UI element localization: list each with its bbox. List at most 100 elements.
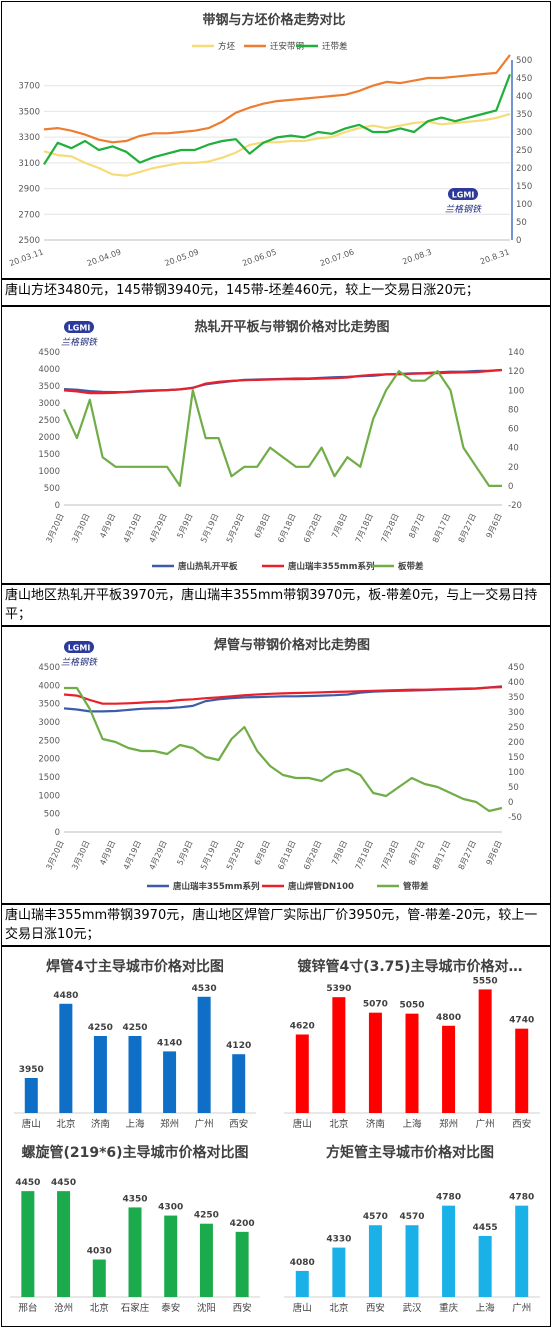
bar (442, 1205, 456, 1297)
x-tick-label: 20.06.05 (241, 247, 278, 268)
y-left-tick-label: 1000 (38, 467, 60, 477)
category-label: 沈阳 (197, 1302, 216, 1314)
bar (92, 1259, 106, 1297)
y-right-tick-label: 100 (516, 200, 532, 210)
x-tick-label: 5月9日 (175, 512, 194, 540)
category-label: 上海 (476, 1302, 496, 1314)
y-right-tick-label: 0 (516, 236, 521, 246)
chart-title: 镀锌管4寸(3.75)主导城市价格对… (297, 958, 522, 975)
chart-title: 螺旋管(219*6)主导城市价格对比图 (21, 1144, 248, 1161)
category-label: 唐山 (293, 1302, 312, 1314)
y-right-tick-label: 20 (508, 463, 519, 473)
category-label: 石家庄 (121, 1302, 150, 1314)
caption-pipe-strip: 唐山瑞丰355mm带钢3970元，唐山地区焊管厂实际出厂价3950元，管-带差-… (1, 904, 551, 946)
legend-label: 管带差 (403, 881, 429, 892)
y-right-tick-label: 120 (508, 367, 524, 377)
category-label: 西安 (512, 1118, 531, 1130)
bar-value-label: 4350 (122, 1194, 147, 1204)
y-left-tick-label: 2000 (38, 433, 60, 443)
bar-value-label: 4300 (158, 1203, 183, 1213)
bar-value-label: 4450 (15, 1178, 40, 1188)
x-tick-label: 3月20日 (44, 512, 65, 544)
x-tick-label: 4月9日 (98, 512, 117, 540)
logo-subtitle: 兰格钢铁 (445, 204, 482, 215)
category-label: 广州 (476, 1118, 495, 1130)
bar (405, 1225, 419, 1297)
category-label: 上海 (125, 1118, 145, 1130)
x-tick-label: 8月7日 (407, 512, 426, 540)
bar-value-label: 4740 (509, 1016, 534, 1026)
x-tick-label: 4月29日 (147, 512, 168, 544)
logo-badge (64, 321, 94, 333)
y-left-tick-label: 2500 (18, 236, 40, 246)
bar-value-label: 5070 (363, 1000, 388, 1010)
x-tick-label: 4月19日 (122, 512, 143, 544)
y-right-tick-label: 140 (508, 348, 524, 358)
y-left-tick-label: 4000 (38, 365, 60, 375)
logo-text: LGMI (68, 324, 91, 333)
x-tick-label: 7月8日 (330, 512, 349, 540)
category-label: 西安 (233, 1302, 252, 1314)
y-right-tick-label: 350 (508, 693, 524, 703)
x-tick-label: 7月28日 (379, 512, 400, 544)
x-tick-label: 4月29日 (147, 839, 168, 871)
bar-value-label: 4080 (290, 1258, 315, 1268)
line-chart-billet-strip: 带钢与方坯价格走势对比 2500 2700 2900 3100 3300 3500 3700 0… (8, 12, 532, 268)
legend-label: 唐山瑞丰355mm系列 (173, 881, 260, 892)
bar (332, 997, 346, 1113)
series-line (63, 686, 503, 705)
y-right-tick-label: 0 (508, 482, 513, 492)
bar-chart-galvanized-pipe: 镀锌管4寸(3.75)主导城市价格对… 4620 唐山 5390 北京 5070 济南 505… (284, 958, 540, 1130)
y-left-tick-label: 2000 (38, 755, 60, 765)
bar (515, 1205, 529, 1297)
x-tick-label: 5月19日 (199, 512, 220, 544)
y-right-tick-label: 150 (508, 753, 524, 763)
bar (368, 1012, 382, 1113)
x-tick-label: 4月9日 (98, 839, 117, 867)
y-left-tick-label: 2500 (38, 736, 60, 746)
bar-value-label: 4480 (53, 991, 78, 1001)
y-left-tick-label: 4000 (38, 681, 60, 691)
logo-text: LGMI (68, 644, 91, 653)
bar (478, 989, 492, 1113)
bar (93, 1036, 107, 1113)
legend-label: 板带差 (398, 561, 424, 572)
bar (164, 1215, 178, 1297)
category-label: 重庆 (439, 1302, 459, 1314)
x-tick-label: 3月30日 (70, 512, 91, 544)
bar (128, 1207, 142, 1297)
y-right-tick-label: 40 (508, 444, 519, 454)
line-chart-pipe-strip: 焊管与带钢价格对比走势图0500100015002000250030003500… (38, 637, 524, 892)
bar-value-label: 4620 (290, 1021, 315, 1031)
series-line (64, 686, 503, 813)
category-label: 北京 (90, 1302, 109, 1314)
series-line (43, 74, 512, 165)
y-right-tick-label: 250 (508, 723, 524, 733)
y-right-tick-label: 50 (516, 218, 527, 228)
bar-value-label: 5390 (326, 984, 351, 994)
x-tick-label: 5月19日 (199, 839, 220, 871)
bar (295, 1270, 309, 1297)
legend-label: 唐山焊管DN100 (288, 881, 354, 892)
y-right-tick-label: 150 (516, 182, 532, 192)
x-tick-label: 6月28日 (302, 839, 323, 871)
chart-title: 热轧开平板与带钢价格对比走势图 (194, 319, 389, 335)
y-left-tick-label: 0 (55, 828, 60, 838)
bar (235, 1231, 249, 1297)
category-label: 郑州 (439, 1118, 458, 1130)
chart-title: 焊管与带钢价格对比走势图 (214, 637, 370, 653)
y-left-tick-label: 2900 (18, 185, 40, 195)
chart-title: 焊管4寸主导城市价格对比图 (46, 958, 224, 975)
category-label: 泰安 (161, 1302, 180, 1314)
x-tick-label: 8月17日 (431, 839, 452, 871)
x-tick-label: 20.08.3 (401, 247, 433, 266)
category-label: 济南 (366, 1118, 385, 1130)
bar (163, 1051, 177, 1113)
bar-charts-grid: 焊管4寸主导城市价格对比图 3950 唐山 4480 北京 4250 济南 4250 上海 414… (1, 946, 551, 1327)
legend-label: 唐山热轧开平板 (178, 561, 238, 572)
chart-panel-billet-strip: 带钢与方坯价格走势对比 2500 2700 2900 3100 3300 3500 3700 0… (1, 1, 551, 279)
logo-text: LGMI (452, 191, 475, 200)
x-tick-label: 6月8日 (253, 512, 272, 540)
legend-label: 迁带差 (322, 41, 348, 52)
series-line (63, 368, 503, 395)
